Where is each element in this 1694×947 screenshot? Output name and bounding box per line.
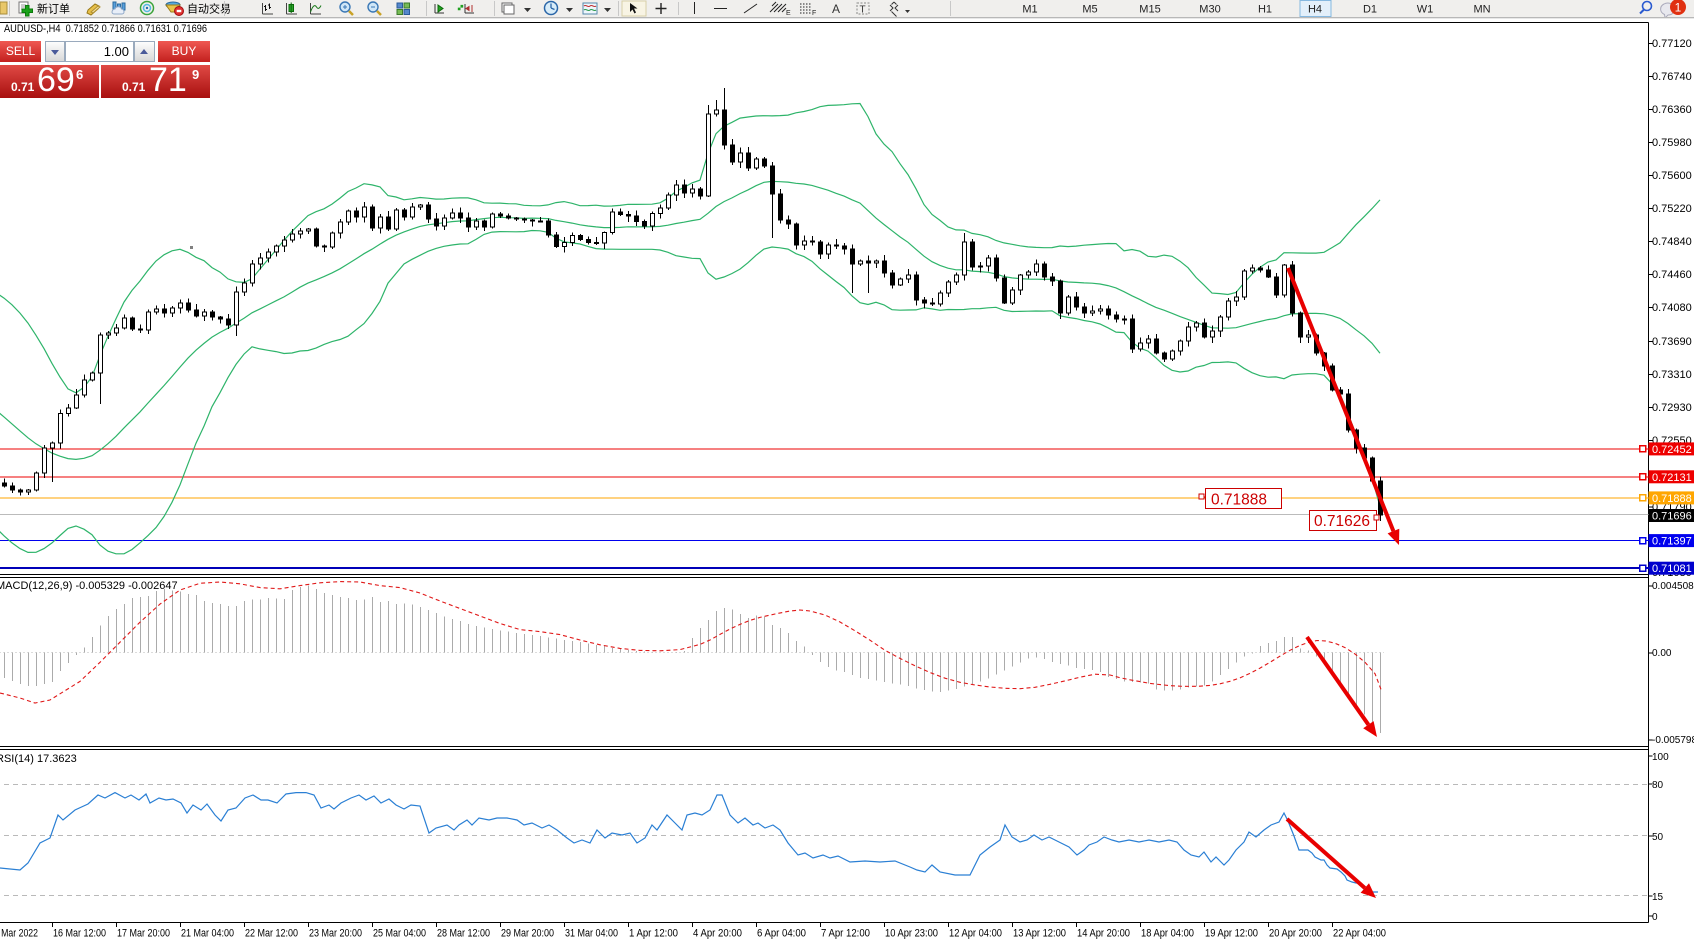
- svg-text:80: 80: [1652, 780, 1664, 791]
- svg-text:0.75980: 0.75980: [1652, 137, 1692, 149]
- svg-text:0.76740: 0.76740: [1652, 71, 1692, 83]
- svg-text:0.74840: 0.74840: [1652, 236, 1692, 248]
- svg-text:0.74460: 0.74460: [1652, 269, 1692, 281]
- svg-text:0.72930: 0.72930: [1652, 402, 1692, 414]
- svg-text:15 Mar 2022: 15 Mar 2022: [0, 928, 38, 940]
- svg-text:0.73310: 0.73310: [1652, 369, 1692, 381]
- svg-text:17 Mar 20:00: 17 Mar 20:00: [117, 928, 170, 940]
- svg-text:0.77120: 0.77120: [1652, 38, 1692, 50]
- svg-text:25 Mar 04:00: 25 Mar 04:00: [373, 928, 426, 940]
- svg-text:18 Apr 04:00: 18 Apr 04:00: [1141, 928, 1194, 940]
- svg-text:-0.005798: -0.005798: [1652, 735, 1694, 746]
- svg-text:0.75600: 0.75600: [1652, 170, 1692, 182]
- svg-text:31 Mar 04:00: 31 Mar 04:00: [565, 928, 618, 940]
- svg-text:0.71696: 0.71696: [1652, 511, 1692, 523]
- svg-text:MACD(12,26,9) -0.005329 -0.002: MACD(12,26,9) -0.005329 -0.002647: [0, 580, 178, 592]
- svg-text:0.71397: 0.71397: [1652, 536, 1692, 548]
- svg-text:0.71081: 0.71081: [1652, 563, 1692, 575]
- svg-text:0.76360: 0.76360: [1652, 104, 1692, 116]
- svg-text:19 Apr 12:00: 19 Apr 12:00: [1205, 928, 1258, 940]
- svg-text:100: 100: [1652, 752, 1669, 763]
- svg-text:23 Mar 20:00: 23 Mar 20:00: [309, 928, 362, 940]
- svg-text:6 Apr 04:00: 6 Apr 04:00: [757, 928, 806, 940]
- svg-text:29 Mar 20:00: 29 Mar 20:00: [501, 928, 554, 940]
- svg-text:20 Apr 20:00: 20 Apr 20:00: [1269, 928, 1322, 940]
- svg-text:50: 50: [1652, 832, 1664, 843]
- svg-text:21 Mar 04:00: 21 Mar 04:00: [181, 928, 234, 940]
- svg-text:22 Mar 12:00: 22 Mar 12:00: [245, 928, 298, 940]
- svg-text:0.71888: 0.71888: [1652, 493, 1692, 505]
- svg-text:1 Apr 12:00: 1 Apr 12:00: [629, 928, 678, 940]
- svg-text:10 Apr 23:00: 10 Apr 23:00: [885, 928, 938, 940]
- svg-text:RSI(14) 17.3623: RSI(14) 17.3623: [0, 753, 77, 765]
- svg-text:0.73690: 0.73690: [1652, 336, 1692, 348]
- svg-text:28 Mar 12:00: 28 Mar 12:00: [437, 928, 490, 940]
- svg-text:0.72131: 0.72131: [1652, 472, 1692, 484]
- svg-text:14 Apr 20:00: 14 Apr 20:00: [1077, 928, 1130, 940]
- svg-text:0.72452: 0.72452: [1652, 444, 1692, 456]
- svg-text:0.71888: 0.71888: [1211, 492, 1267, 509]
- svg-text:AUDUSD-,H4 0.71852 0.71866 0.: AUDUSD-,H4 0.71852 0.71866 0.71631 0.716…: [4, 23, 207, 35]
- svg-text:0.74080: 0.74080: [1652, 302, 1692, 314]
- svg-text:0.75220: 0.75220: [1652, 203, 1692, 215]
- svg-text:12 Apr 04:00: 12 Apr 04:00: [949, 928, 1002, 940]
- svg-text:13 Apr 12:00: 13 Apr 12:00: [1013, 928, 1066, 940]
- svg-text:4 Apr 20:00: 4 Apr 20:00: [693, 928, 742, 940]
- svg-text:15: 15: [1652, 892, 1664, 903]
- svg-text:16 Mar 12:00: 16 Mar 12:00: [53, 928, 106, 940]
- svg-text:0.71626: 0.71626: [1314, 513, 1370, 530]
- svg-text:0.00: 0.00: [1652, 648, 1672, 659]
- svg-text:22 Apr 04:00: 22 Apr 04:00: [1333, 928, 1386, 940]
- svg-text:0: 0: [1652, 912, 1658, 923]
- svg-text:0.004508: 0.004508: [1652, 581, 1694, 592]
- svg-text:7 Apr 12:00: 7 Apr 12:00: [821, 928, 870, 940]
